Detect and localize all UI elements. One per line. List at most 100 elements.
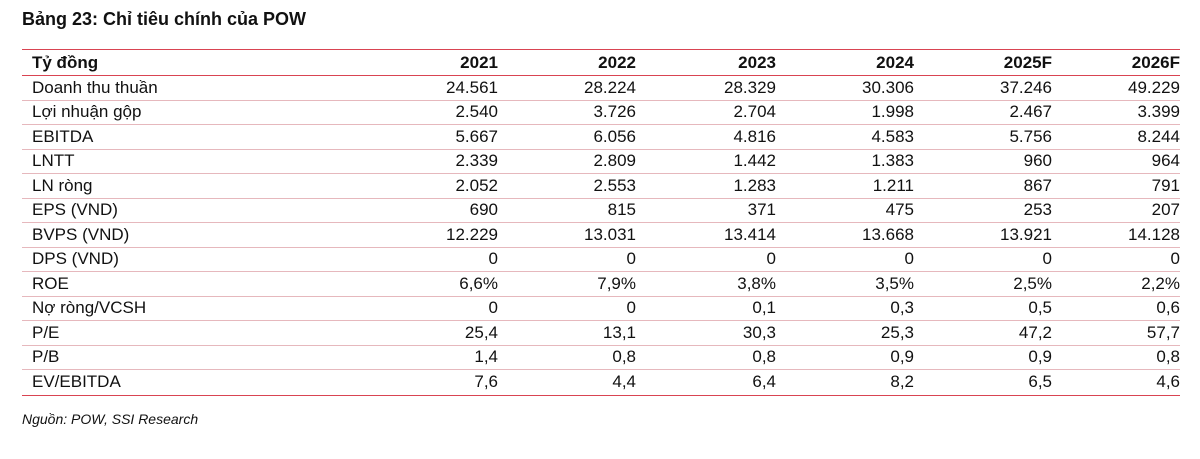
table-title: Bảng 23: Chỉ tiêu chính của POW [22,9,307,29]
row-label: Doanh thu thuần [32,77,158,97]
header-cell-2022: 2022 [598,52,636,72]
value-cell: 2.540 [455,102,498,122]
value-cell: 37.246 [1000,77,1052,97]
value-cell: 867 [1023,175,1052,195]
value-cell: 5.756 [1009,126,1052,146]
key-indicators-table: Tỷ đồng 2021 2022 2023 2024 2025F 2026F … [22,49,1180,396]
table-row: BVPS (VND) 12.229 13.031 13.414 13.668 13.921… [22,223,1180,248]
value-cell: 28.224 [584,77,636,97]
value-cell: 2,2% [1141,273,1180,293]
value-cell: 0 [488,249,498,269]
table-row: Lợi nhuận gộp 2.540 3.726 2.704 1.998 2.467 3.… [22,101,1180,125]
row-label: Nợ ròng/VCSH [32,298,147,318]
value-cell: 960 [1023,151,1052,171]
value-cell: 6.056 [593,126,636,146]
value-cell: 1.998 [871,102,914,122]
value-cell: 0,8 [612,347,636,367]
value-cell: 4.583 [871,126,914,146]
value-cell: 3,5% [875,273,914,293]
value-cell: 0 [766,249,776,269]
value-cell: 2.553 [593,175,636,195]
value-cell: 8,2 [890,372,914,392]
value-cell: 13.031 [584,224,636,244]
value-cell: 791 [1151,175,1180,195]
value-cell: 0 [626,298,636,318]
header-cell-unit: Tỷ đồng [32,52,99,72]
table-row: DPS (VND) 0 0 0 0 0 0 [22,248,1180,272]
value-cell: 1.283 [733,175,776,195]
value-cell: 0,6 [1156,298,1180,318]
value-cell: 0,9 [1028,347,1052,367]
value-cell: 13.414 [724,224,776,244]
row-label: ROE [32,273,69,293]
table-row: Nợ ròng/VCSH 0 0 0,1 0,3 0,5 0,6 [22,297,1180,321]
row-label: Lợi nhuận gộp [32,102,142,122]
row-label: LN ròng [32,175,93,195]
row-label: EPS (VND) [32,200,118,220]
table-row: EV/EBITDA 7,6 4,4 6,4 8,2 6,5 4,6 [22,370,1180,395]
table-row: EBITDA 5.667 6.056 4.816 4.583 5.756 8.244 [22,125,1180,150]
value-cell: 207 [1151,200,1180,220]
value-cell: 47,2 [1018,322,1052,342]
table-row: P/E 25,4 13,1 30,3 25,3 47,2 57,7 [22,321,1180,346]
value-cell: 4,4 [612,372,636,392]
value-cell: 0 [1042,249,1052,269]
row-label: DPS (VND) [32,249,119,269]
table-row: LN ròng 2.052 2.553 1.283 1.211 867 791 [22,174,1180,199]
value-cell: 49.229 [1128,77,1180,97]
value-cell: 0,5 [1028,298,1052,318]
value-cell: 4.816 [733,126,776,146]
table-row: LNTT 2.339 2.809 1.442 1.383 960 964 [22,150,1180,174]
table-row: P/B 1,4 0,8 0,8 0,9 0,9 0,8 [22,346,1180,370]
value-cell: 815 [607,200,636,220]
header-cell-2023: 2023 [738,52,776,72]
value-cell: 1.442 [733,151,776,171]
value-cell: 13,1 [602,322,636,342]
value-cell: 964 [1151,151,1180,171]
value-cell: 4,6 [1156,372,1180,392]
value-cell: 2.704 [733,102,776,122]
table-body: Doanh thu thuần 24.561 28.224 28.329 30.306 3… [22,76,1180,395]
value-cell: 2.339 [455,151,498,171]
value-cell: 0 [626,249,636,269]
value-cell: 3,8% [737,273,776,293]
row-label: P/E [32,322,60,342]
value-cell: 475 [885,200,914,220]
value-cell: 2.467 [1009,102,1052,122]
source-note: Nguồn: POW, SSI Research [22,411,199,427]
row-label: EV/EBITDA [32,372,121,392]
value-cell: 6,6% [459,273,498,293]
value-cell: 7,9% [597,273,636,293]
row-label: EBITDA [32,126,94,146]
value-cell: 2.809 [593,151,636,171]
value-cell: 1.211 [872,175,914,195]
value-cell: 0 [1170,249,1180,269]
table-row: Doanh thu thuần 24.561 28.224 28.329 30.306 3… [22,76,1180,101]
value-cell: 2,5% [1013,273,1052,293]
value-cell: 30,3 [742,322,776,342]
value-cell: 24.561 [446,77,498,97]
value-cell: 0 [904,249,914,269]
value-cell: 690 [469,200,498,220]
value-cell: 0,8 [752,347,776,367]
value-cell: 14.128 [1128,224,1180,244]
value-cell: 6,5 [1028,372,1052,392]
value-cell: 7,6 [474,372,498,392]
value-cell: 8.244 [1137,126,1180,146]
value-cell: 25,3 [880,322,914,342]
header-cell-2021: 2021 [460,52,498,72]
value-cell: 6,4 [752,372,776,392]
value-cell: 57,7 [1146,322,1180,342]
value-cell: 0,3 [890,298,914,318]
value-cell: 253 [1023,200,1052,220]
header-cell-2024: 2024 [876,52,914,72]
value-cell: 28.329 [724,77,776,97]
row-label: BVPS (VND) [32,224,130,244]
header-cell-2025f: 2025F [1003,52,1052,72]
value-cell: 1.383 [871,151,914,171]
value-cell: 371 [747,200,776,220]
value-cell: 1,4 [474,347,498,367]
value-cell: 0,8 [1156,347,1180,367]
value-cell: 13.921 [1000,224,1052,244]
header-cell-2026f: 2026F [1131,52,1180,72]
